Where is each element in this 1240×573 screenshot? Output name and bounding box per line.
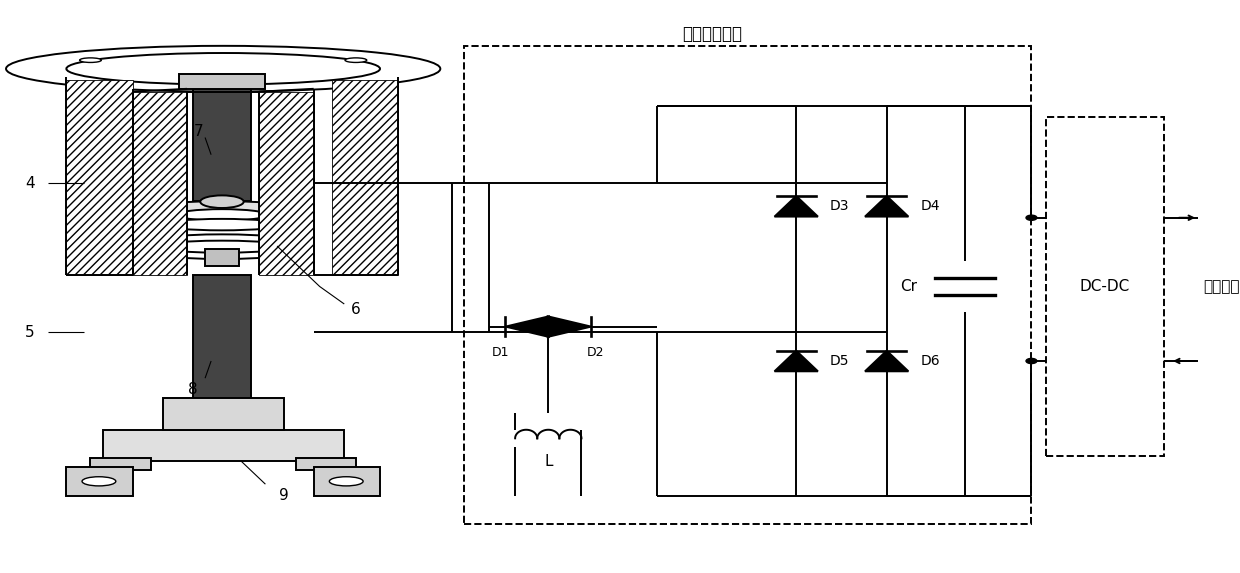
- Bar: [67, 80, 133, 275]
- Text: D3: D3: [830, 199, 849, 213]
- Text: 系统接口电路: 系统接口电路: [682, 25, 742, 44]
- Bar: [295, 458, 356, 470]
- Ellipse shape: [345, 58, 367, 62]
- Bar: [133, 92, 187, 275]
- Polygon shape: [775, 196, 818, 217]
- Polygon shape: [506, 316, 549, 337]
- Bar: [465, 46, 1032, 524]
- Bar: [259, 92, 314, 275]
- Text: 9: 9: [279, 488, 289, 503]
- Bar: [205, 249, 239, 266]
- Text: 4: 4: [25, 176, 35, 191]
- Text: DC-DC: DC-DC: [1080, 279, 1130, 294]
- Text: 传感元件: 传感元件: [1203, 279, 1239, 294]
- Bar: [162, 398, 284, 430]
- Bar: [193, 86, 250, 201]
- Ellipse shape: [67, 53, 379, 84]
- Ellipse shape: [330, 477, 363, 486]
- Polygon shape: [866, 196, 909, 217]
- Text: Cr: Cr: [900, 279, 916, 294]
- Text: D4: D4: [920, 199, 940, 213]
- Text: D6: D6: [920, 354, 940, 368]
- Polygon shape: [866, 351, 909, 371]
- Ellipse shape: [82, 477, 115, 486]
- Ellipse shape: [161, 219, 283, 230]
- Text: L: L: [544, 454, 553, 469]
- Bar: [193, 275, 250, 401]
- Ellipse shape: [200, 195, 244, 208]
- Bar: [67, 467, 133, 496]
- Text: 8: 8: [188, 382, 198, 397]
- Bar: [314, 467, 379, 496]
- Bar: [1045, 117, 1164, 456]
- Circle shape: [1025, 215, 1037, 221]
- Text: 6: 6: [351, 302, 361, 317]
- Text: D2: D2: [588, 346, 605, 359]
- Ellipse shape: [177, 209, 267, 221]
- Text: D1: D1: [492, 346, 510, 359]
- Bar: [179, 74, 265, 89]
- Text: 5: 5: [25, 325, 35, 340]
- Bar: [332, 80, 398, 275]
- Text: D5: D5: [830, 354, 849, 368]
- Bar: [91, 458, 151, 470]
- Polygon shape: [775, 351, 818, 371]
- Ellipse shape: [79, 58, 102, 62]
- Text: 7: 7: [195, 124, 203, 139]
- Bar: [103, 430, 343, 461]
- Circle shape: [1025, 359, 1037, 364]
- Ellipse shape: [144, 201, 300, 217]
- Polygon shape: [548, 316, 591, 337]
- Ellipse shape: [6, 46, 440, 92]
